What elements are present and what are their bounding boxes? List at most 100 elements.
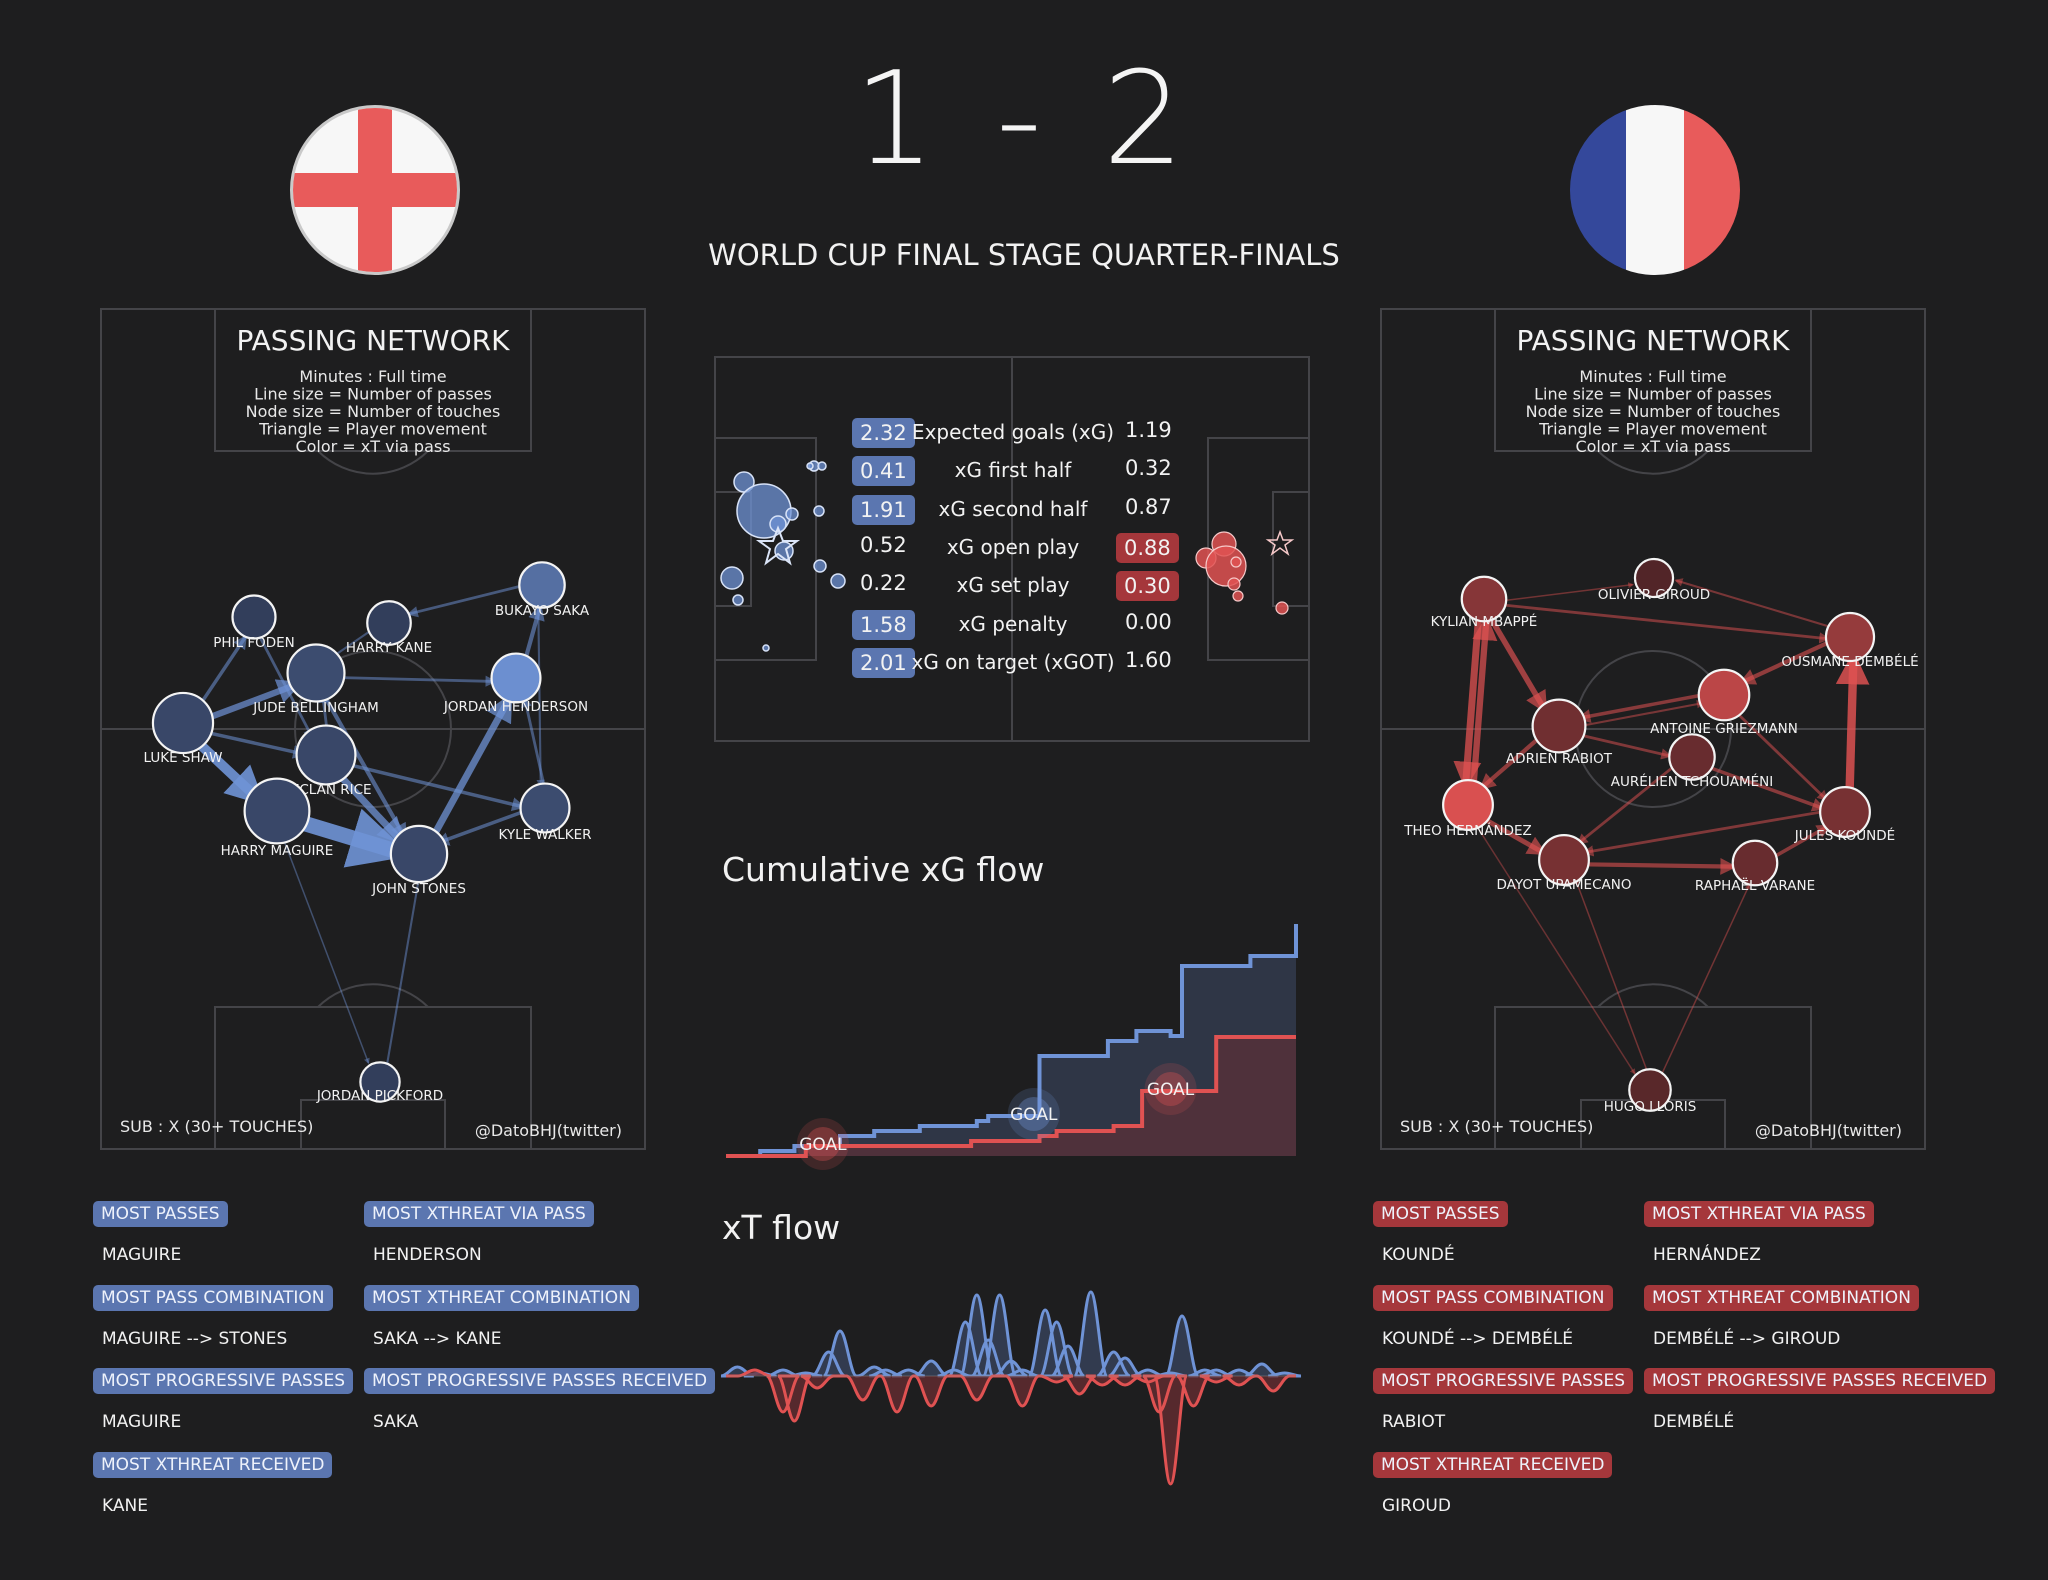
xt-flow-chart [720, 1290, 1302, 1486]
player-label: HUGO LLORIS [1604, 1099, 1697, 1115]
player-node [1731, 839, 1779, 887]
credit-text: @DatoBHJ(twitter) [1755, 1121, 1902, 1140]
sub-note: SUB : X (30+ TOUCHES) [120, 1117, 313, 1136]
left-penalty-box [714, 437, 817, 661]
player-label: LUKE SHAW [144, 750, 223, 766]
bottom-penalty-arc [317, 983, 429, 1008]
pass-line [1576, 759, 1682, 845]
home-shot-marker [813, 505, 825, 517]
home-xg-value: 2.01 [852, 647, 915, 678]
award-category-badge: MOST PASS COMBINATION [93, 1284, 333, 1311]
home-shot-marker [769, 515, 787, 533]
pass-line [1574, 877, 1651, 1079]
home-xg-value: 1.58 [852, 609, 915, 640]
goal-label: GOAL [1147, 1080, 1195, 1100]
award-player-value: HERNÁNDEZ [1653, 1245, 1761, 1265]
legend-line: Minutes : Full time [299, 367, 446, 386]
away-xg-value: 0.00 [1125, 609, 1172, 634]
xg-row-label: xG on target (xGOT) [911, 649, 1115, 674]
pass-line [1576, 691, 1713, 723]
award-category-badge: MOST PROGRESSIVE PASSES [1373, 1368, 1634, 1394]
player-label: PHIL FODEN [213, 635, 295, 651]
home-shot-marker [817, 461, 827, 471]
player-label: KYLIAN MBAPPÉ [1431, 613, 1538, 630]
pass-line [435, 806, 534, 846]
award-player-value: SAKA --> KANE [373, 1328, 502, 1349]
player-node [1633, 557, 1675, 599]
player-node [151, 691, 215, 755]
player-label: HARRY KANE [346, 640, 432, 656]
player-label: OUSMANE DEMBÉLÉ [1781, 653, 1918, 670]
credit-text: @DatoBHJ(twitter) [475, 1121, 622, 1140]
home-xg-value: 2.32 [852, 418, 915, 448]
player-node [519, 782, 571, 834]
away-shot-marker [1230, 556, 1242, 568]
player-label: JORDAN PICKFORD [316, 1088, 443, 1104]
pass-line [1495, 582, 1635, 603]
player-label: BUKAYO SAKA [495, 603, 590, 619]
xg-row-label: xG penalty [958, 611, 1068, 636]
player-node [490, 652, 542, 704]
away-xg-value: 0.87 [1125, 494, 1172, 519]
goal-glow-inner [805, 1127, 840, 1161]
award-category-badge: MOST PROGRESSIVE PASSES RECEIVED [1644, 1368, 1996, 1394]
player-node [1531, 698, 1587, 754]
player-label: HARRY MAGUIRE [221, 843, 334, 859]
home-shot-marker [732, 594, 744, 606]
player-node [1628, 1068, 1672, 1112]
goal-glow-outer [1144, 1063, 1197, 1115]
player-label: THEO HERNÁNDEZ [1403, 822, 1532, 839]
player-label: OLIVIER GIROUD [1598, 587, 1710, 603]
away-xg-line [726, 1035, 1296, 1158]
home-shot-marker [806, 462, 814, 470]
player-node [1538, 834, 1590, 886]
home-shot-marker [762, 644, 770, 652]
award-player-value: RABIOT [1382, 1412, 1446, 1432]
away-goal-star [1265, 529, 1295, 557]
away-xg-value: 0.30 [1116, 571, 1179, 602]
home-shot-marker [785, 507, 799, 521]
away-xg-value: 1.19 [1125, 418, 1172, 442]
player-label: AURÉLIEN TCHOUAMÉNI [1611, 773, 1773, 790]
legend-line: Color = xT via pass [295, 437, 450, 456]
pass-line [276, 822, 370, 1065]
home-penalty-goal-star [755, 525, 801, 566]
award-category-badge: MOST PASSES [93, 1201, 228, 1227]
pass-line [1728, 704, 1829, 802]
pass-line [1570, 700, 1706, 729]
player-label: ANTOINE GRIEZMANN [1650, 721, 1798, 737]
home-xg-value: 1.91 [852, 494, 915, 525]
player-node [366, 600, 412, 646]
pass-line [1494, 602, 1831, 644]
award-player-value: HENDERSON [373, 1245, 482, 1265]
goal-glow-inner [1153, 1072, 1188, 1106]
pass-line [1582, 808, 1834, 857]
pass-line [1835, 650, 1870, 802]
passing-network-title: PASSING NETWORK [1517, 324, 1791, 357]
pass-line [1469, 614, 1498, 795]
away-xg-value: 0.32 [1125, 456, 1172, 481]
award-category-badge: MOST PROGRESSIVE PASSES [93, 1368, 354, 1394]
award-player-value: MAGUIRE [102, 1245, 182, 1265]
home-xt-flow-area [720, 1290, 1302, 1378]
player-label: JUDE BELLINGHAM [252, 700, 379, 716]
away-shot-marker [1232, 590, 1244, 602]
goal-glow-outer [1007, 1088, 1060, 1140]
award-player-value: GIROUD [1382, 1495, 1451, 1516]
pass-line [335, 759, 527, 812]
player-node [295, 724, 357, 786]
legend-line: Node size = Number of touches [1526, 402, 1781, 421]
france-flag-icon [1570, 105, 1740, 275]
player-node [1697, 668, 1751, 722]
bottom-six-yard-box [300, 1099, 446, 1150]
away-shot-marker [1205, 545, 1247, 587]
award-category-badge: MOST PASSES [1373, 1201, 1508, 1227]
player-node [1460, 575, 1508, 623]
top-penalty-box [214, 308, 532, 452]
goal-label: GOAL [799, 1135, 847, 1155]
xt-flow-title: xT flow [722, 1208, 841, 1247]
award-player-value: MAGUIRE [102, 1412, 182, 1432]
home-shot-marker [720, 566, 744, 590]
legend-line: Minutes : Full time [1579, 367, 1726, 386]
